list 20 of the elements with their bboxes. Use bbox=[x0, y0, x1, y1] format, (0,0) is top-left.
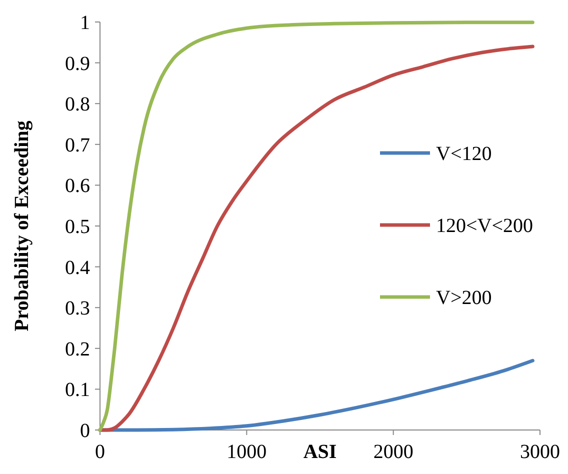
y-tick-label: 0.4 bbox=[65, 256, 90, 279]
x-tick-label: 3000 bbox=[520, 441, 560, 463]
y-tick-label: 0.3 bbox=[65, 298, 90, 320]
y-tick-label: 0 bbox=[80, 420, 90, 442]
y-tick-label: 0.1 bbox=[65, 379, 90, 402]
y-tick-label: 0.9 bbox=[65, 52, 90, 75]
y-tick-label: 0.8 bbox=[65, 94, 90, 116]
y-axis-title: Probability of Exceeding bbox=[11, 120, 33, 332]
legend-label: 120<V<200 bbox=[436, 215, 534, 237]
y-tick-label: 0.2 bbox=[65, 338, 90, 360]
x-tick-label: 1000 bbox=[226, 441, 267, 463]
x-tick-label: 2000 bbox=[373, 441, 414, 463]
legend-label: V<120 bbox=[436, 143, 492, 165]
y-tick-label: 0.7 bbox=[65, 134, 90, 156]
x-tick-label: 0 bbox=[95, 441, 105, 463]
x-axis-title: ASI bbox=[303, 441, 337, 463]
y-tick-label: 0.6 bbox=[65, 175, 90, 198]
y-tick-label: 1 bbox=[80, 12, 90, 34]
y-tick-label: 0.5 bbox=[65, 216, 90, 238]
legend-label: V>200 bbox=[436, 287, 492, 309]
